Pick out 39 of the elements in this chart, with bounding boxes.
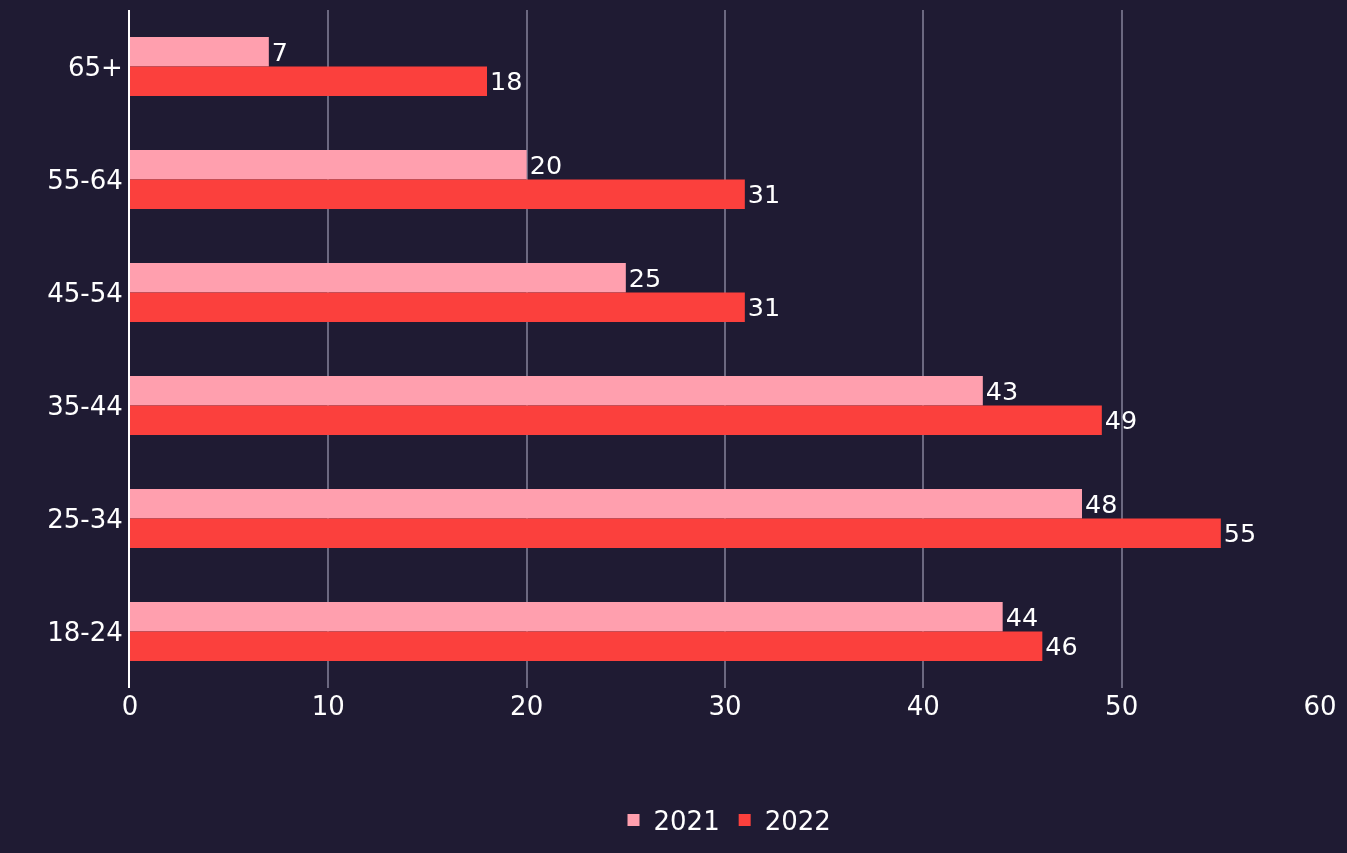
x-tick-label: 0 bbox=[121, 691, 139, 721]
x-tick-label: 30 bbox=[708, 691, 742, 721]
legend-label: 2022 bbox=[764, 806, 831, 837]
bar bbox=[130, 376, 983, 406]
bar bbox=[130, 489, 1082, 519]
y-tick-label: 18-24 bbox=[47, 616, 123, 647]
x-tick-label: 20 bbox=[510, 691, 544, 721]
bar bbox=[130, 37, 269, 67]
data-label: 46 bbox=[1045, 631, 1078, 661]
data-label: 31 bbox=[747, 292, 781, 322]
data-label: 44 bbox=[1005, 601, 1039, 632]
x-tick-label: 40 bbox=[906, 691, 940, 721]
data-label: 18 bbox=[490, 66, 523, 96]
data-label: 43 bbox=[985, 375, 1019, 406]
y-tick-label: 35-44 bbox=[47, 390, 123, 421]
x-tick-label: 60 bbox=[1303, 691, 1337, 721]
bar bbox=[130, 150, 527, 180]
bar bbox=[130, 631, 1043, 661]
bar bbox=[130, 179, 745, 209]
bar bbox=[130, 66, 487, 96]
data-label: 55 bbox=[1223, 518, 1257, 548]
bar bbox=[130, 292, 745, 322]
data-label: 7 bbox=[271, 36, 289, 67]
bar bbox=[130, 518, 1221, 548]
x-tick-label: 50 bbox=[1105, 691, 1139, 721]
legend-label: 2021 bbox=[653, 806, 720, 837]
x-tick-label: 10 bbox=[311, 691, 345, 721]
data-label: 48 bbox=[1085, 488, 1118, 519]
y-tick-label: 65+ bbox=[67, 51, 123, 82]
bar bbox=[130, 263, 626, 293]
y-tick-label: 25-34 bbox=[47, 503, 123, 534]
y-tick-label: 45-54 bbox=[47, 277, 123, 308]
data-label: 20 bbox=[529, 149, 563, 180]
data-label: 31 bbox=[747, 179, 781, 209]
y-tick-label: 55-64 bbox=[47, 164, 123, 195]
bar bbox=[130, 405, 1102, 435]
data-label: 25 bbox=[628, 262, 662, 293]
bar bbox=[130, 602, 1003, 632]
data-label: 49 bbox=[1104, 405, 1138, 435]
